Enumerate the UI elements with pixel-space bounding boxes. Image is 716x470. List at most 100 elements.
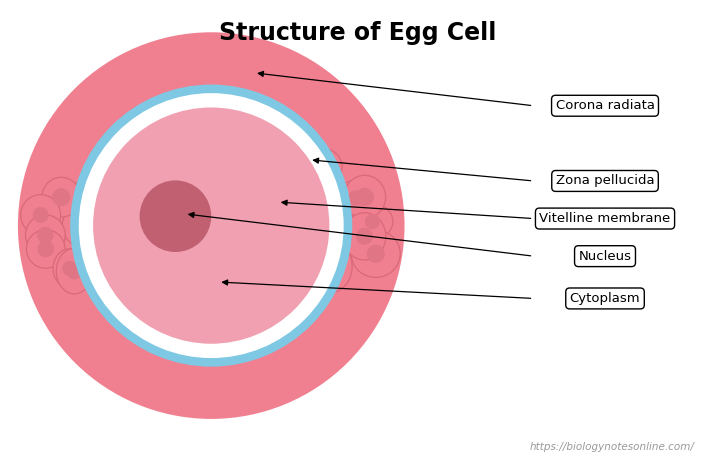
Ellipse shape: [219, 274, 238, 292]
Ellipse shape: [251, 164, 292, 200]
Ellipse shape: [152, 261, 186, 301]
Ellipse shape: [62, 261, 77, 276]
Ellipse shape: [126, 231, 144, 250]
Ellipse shape: [367, 245, 384, 263]
Ellipse shape: [97, 161, 138, 205]
Ellipse shape: [276, 241, 292, 258]
Ellipse shape: [74, 221, 115, 258]
Ellipse shape: [324, 215, 364, 261]
Ellipse shape: [279, 221, 296, 238]
Ellipse shape: [282, 149, 321, 193]
Ellipse shape: [165, 226, 184, 244]
Ellipse shape: [128, 267, 167, 307]
Ellipse shape: [99, 251, 138, 285]
Ellipse shape: [88, 143, 136, 196]
Ellipse shape: [232, 224, 271, 264]
Ellipse shape: [236, 254, 253, 271]
Text: https://biologynotesonline.com/: https://biologynotesonline.com/: [530, 442, 695, 452]
Ellipse shape: [223, 175, 266, 211]
Ellipse shape: [316, 202, 349, 245]
Ellipse shape: [258, 266, 274, 282]
Ellipse shape: [291, 180, 308, 196]
Ellipse shape: [356, 188, 374, 206]
Ellipse shape: [190, 151, 205, 167]
Ellipse shape: [37, 241, 54, 257]
Ellipse shape: [42, 177, 80, 217]
Ellipse shape: [67, 263, 82, 279]
Ellipse shape: [77, 216, 95, 235]
Ellipse shape: [311, 241, 352, 292]
Text: Structure of Egg Cell: Structure of Egg Cell: [219, 21, 497, 45]
Ellipse shape: [33, 207, 49, 223]
Ellipse shape: [135, 248, 181, 296]
Ellipse shape: [243, 257, 289, 292]
Ellipse shape: [149, 263, 167, 281]
Ellipse shape: [189, 237, 204, 252]
Ellipse shape: [110, 260, 126, 276]
Ellipse shape: [303, 177, 349, 220]
Ellipse shape: [26, 230, 65, 268]
Ellipse shape: [127, 201, 144, 218]
Ellipse shape: [217, 183, 257, 227]
Ellipse shape: [232, 204, 280, 244]
Text: Cytoplasm: Cytoplasm: [570, 292, 640, 305]
Ellipse shape: [304, 149, 342, 185]
Ellipse shape: [26, 215, 65, 255]
Ellipse shape: [356, 228, 373, 245]
Ellipse shape: [228, 196, 246, 214]
Ellipse shape: [107, 207, 141, 246]
Ellipse shape: [62, 202, 110, 249]
Ellipse shape: [315, 158, 332, 175]
Ellipse shape: [325, 216, 340, 231]
Ellipse shape: [134, 161, 168, 200]
Ellipse shape: [247, 214, 265, 233]
Ellipse shape: [84, 188, 101, 204]
Ellipse shape: [116, 218, 132, 235]
Ellipse shape: [161, 274, 177, 289]
Ellipse shape: [193, 192, 210, 210]
Ellipse shape: [197, 286, 213, 303]
Ellipse shape: [274, 182, 315, 230]
Ellipse shape: [143, 230, 188, 278]
Ellipse shape: [208, 160, 226, 178]
Ellipse shape: [107, 166, 125, 183]
Ellipse shape: [263, 230, 304, 269]
Ellipse shape: [266, 241, 318, 291]
Ellipse shape: [343, 213, 386, 260]
Ellipse shape: [218, 285, 234, 301]
Ellipse shape: [207, 252, 226, 271]
Ellipse shape: [143, 172, 159, 188]
Ellipse shape: [21, 195, 61, 235]
Ellipse shape: [114, 220, 156, 260]
Ellipse shape: [263, 266, 304, 302]
Ellipse shape: [110, 174, 127, 191]
Ellipse shape: [148, 210, 200, 260]
Ellipse shape: [195, 170, 243, 218]
Ellipse shape: [140, 280, 155, 295]
Ellipse shape: [157, 245, 174, 263]
Ellipse shape: [108, 273, 123, 288]
Ellipse shape: [171, 147, 189, 165]
Ellipse shape: [207, 257, 250, 308]
Ellipse shape: [351, 230, 400, 277]
Ellipse shape: [348, 190, 363, 205]
Ellipse shape: [210, 185, 228, 203]
Ellipse shape: [352, 204, 393, 239]
Text: Corona radiata: Corona radiata: [556, 99, 654, 112]
Ellipse shape: [182, 271, 228, 318]
Ellipse shape: [142, 177, 180, 215]
Ellipse shape: [18, 32, 405, 419]
Ellipse shape: [102, 161, 122, 180]
Ellipse shape: [293, 163, 310, 180]
Ellipse shape: [177, 180, 225, 223]
Ellipse shape: [364, 214, 380, 229]
Ellipse shape: [140, 180, 211, 252]
Ellipse shape: [276, 275, 292, 292]
Ellipse shape: [179, 224, 213, 264]
Ellipse shape: [53, 249, 87, 288]
Ellipse shape: [52, 188, 70, 206]
Ellipse shape: [334, 180, 377, 215]
Ellipse shape: [226, 242, 263, 283]
Ellipse shape: [178, 164, 193, 179]
Text: Vitelline membrane: Vitelline membrane: [539, 212, 671, 225]
